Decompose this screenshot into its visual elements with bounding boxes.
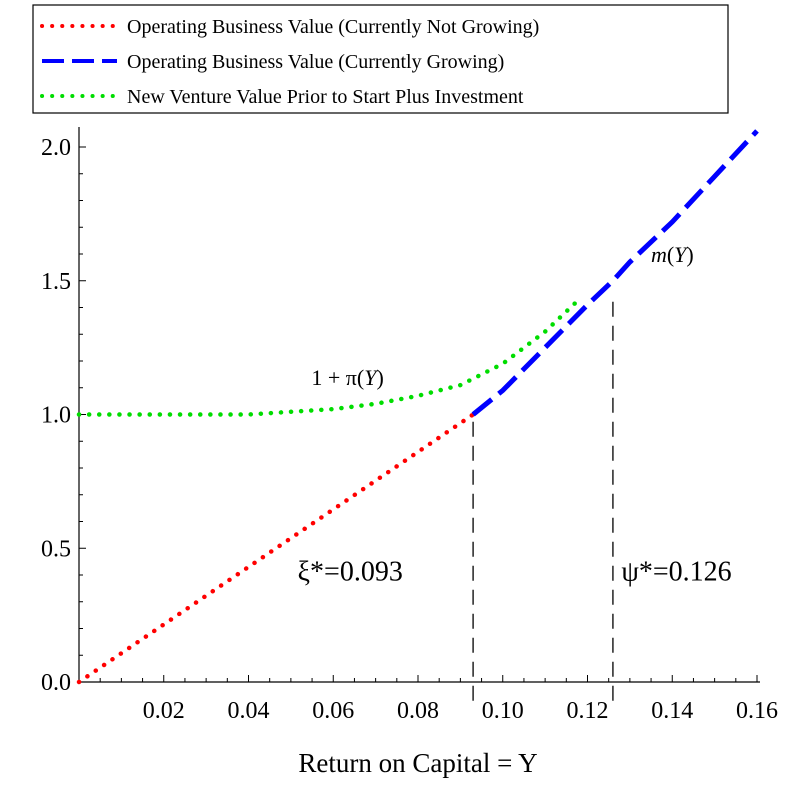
x-tick-label: 0.08 [397, 698, 439, 724]
y-tick-label: 0.0 [41, 670, 71, 696]
legend: Operating Business Value (Currently Not … [32, 4, 729, 114]
y-tick-label: 1.5 [41, 269, 71, 295]
y-tick-label: 1.0 [41, 403, 71, 429]
m-curve-label-var: Y [674, 242, 689, 267]
x-tick-label: 0.14 [651, 698, 693, 724]
m-curve-label-close: ) [686, 242, 693, 267]
m-curve-label: m(Y) [651, 242, 694, 267]
series-growing [471, 129, 759, 417]
legend-label-not-growing: Operating Business Value (Currently Not … [127, 16, 539, 38]
x-tick-label: 0.12 [567, 698, 609, 724]
y-tick-label: 2.0 [41, 135, 71, 161]
x-axis-title: Return on Capital = Y [298, 748, 537, 778]
series [76, 129, 759, 685]
legend-box [32, 4, 729, 114]
x-tick-label: 0.16 [736, 698, 778, 724]
y-tick-label: 0.5 [41, 536, 71, 562]
x-tick-label: 0.10 [482, 698, 524, 724]
xi-star-annotation: ξ*=0.093 [298, 556, 403, 587]
ticks [78, 146, 758, 683]
reference-lines [472, 296, 614, 701]
pi-curve-label-var: Y [364, 365, 379, 390]
series-new-venture [76, 297, 582, 417]
x-tick-label: 0.04 [228, 698, 270, 724]
pi-curve-label: 1 + π(Y) [311, 365, 383, 390]
legend-label-growing: Operating Business Value (Currently Grow… [127, 51, 504, 73]
tick-labels: 0.02 0.04 0.06 0.08 0.10 0.12 0.14 0.16 0.0 0.5 1.… [41, 135, 778, 724]
m-curve-label-open: ( [667, 242, 674, 267]
pi-curve-label-prefix: 1 + π( [311, 365, 364, 390]
legend-label-new-venture: New Venture Value Prior to Start Plus In… [127, 86, 524, 108]
series-not-growing [76, 412, 476, 685]
m-curve-label-prefix: m [651, 242, 667, 267]
psi-star-annotation: ψ*=0.126 [621, 556, 731, 587]
x-tick-label: 0.02 [143, 698, 185, 724]
x-tick-label: 0.06 [312, 698, 354, 724]
pi-curve-label-suffix: ) [376, 365, 383, 390]
